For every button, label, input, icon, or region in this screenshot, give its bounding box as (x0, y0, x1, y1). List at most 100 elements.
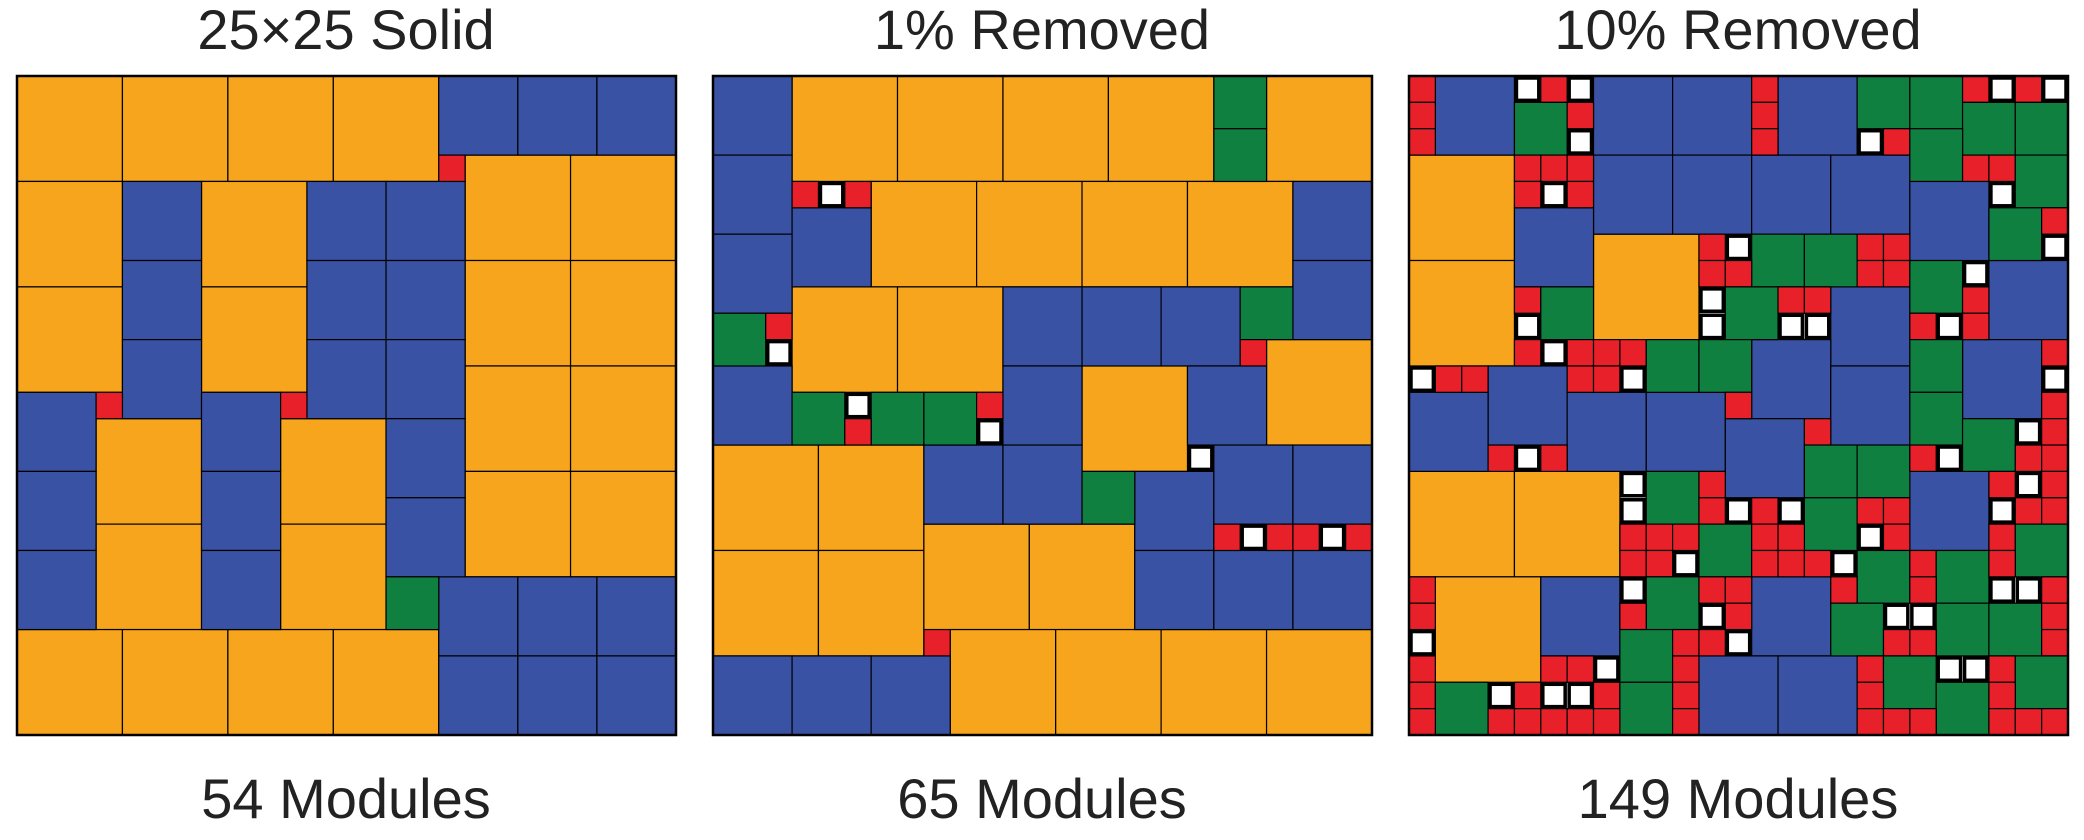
module (1909, 576, 1937, 604)
removed-cell (1514, 313, 1541, 340)
removed-cell (1989, 498, 2016, 524)
removed-cell (1541, 181, 1567, 208)
module (1513, 339, 1542, 367)
module (1988, 207, 2043, 262)
module (1830, 154, 1911, 235)
module (1856, 444, 1911, 499)
module (2041, 602, 2069, 631)
removed-cell (2015, 418, 2042, 445)
removed-cell (1804, 313, 1831, 340)
panel-caption: 65 Modules (897, 767, 1187, 830)
module (1513, 101, 1568, 156)
module (464, 470, 572, 578)
module (1186, 365, 1268, 446)
removed-cell (1409, 366, 1436, 393)
module (1487, 444, 1516, 473)
module (1265, 339, 1373, 446)
module (1909, 470, 1990, 552)
module (1592, 75, 1674, 156)
module (1751, 576, 1832, 657)
panel-title: 10% Removed (1554, 0, 1921, 61)
module (517, 655, 598, 736)
module-panel (15, 74, 678, 737)
module (712, 233, 793, 314)
module (1592, 233, 1700, 341)
module (200, 180, 308, 288)
module (1292, 444, 1373, 525)
module (1856, 655, 1885, 683)
removed-cell (1725, 498, 1752, 524)
module (1408, 259, 1516, 367)
module (200, 470, 282, 552)
module (1081, 365, 1189, 472)
module (200, 391, 282, 473)
module (791, 391, 846, 446)
module (385, 576, 440, 631)
module (1408, 391, 1489, 473)
module (1777, 549, 1806, 578)
module (1724, 286, 1779, 341)
panel-border (15, 74, 678, 737)
module (817, 549, 925, 657)
module (1461, 365, 1489, 393)
module (2041, 339, 2069, 367)
module (2014, 523, 2069, 578)
module (1434, 75, 1516, 156)
module (1408, 101, 1436, 130)
module (1882, 655, 1937, 710)
module (1803, 418, 1832, 446)
module (569, 154, 677, 262)
panel-border (1407, 74, 2070, 737)
module (1724, 576, 1753, 604)
module (1408, 470, 1516, 578)
module (1408, 576, 1436, 604)
module (2041, 628, 2069, 657)
module (1645, 470, 1700, 525)
removed-cell (1319, 524, 1346, 551)
module (1698, 470, 1726, 499)
module (1434, 681, 1489, 736)
module (1698, 628, 1726, 657)
removed-cell (1620, 577, 1646, 603)
module (1619, 628, 1674, 683)
module (1909, 259, 1964, 314)
module (1566, 339, 1595, 367)
module (1107, 75, 1215, 183)
module (1540, 576, 1621, 657)
module (923, 444, 1004, 525)
module (385, 497, 466, 578)
module (765, 312, 793, 341)
module (1803, 286, 1832, 314)
module (385, 339, 466, 420)
panel-border (711, 74, 1374, 737)
module (1292, 523, 1320, 552)
module (1882, 128, 1911, 156)
module (844, 180, 872, 209)
module (1213, 523, 1241, 552)
removed-cell (1620, 366, 1646, 393)
module (1988, 708, 2016, 736)
module (1408, 681, 1436, 710)
module (1645, 523, 1674, 552)
module (1751, 128, 1779, 156)
module (949, 628, 1057, 736)
removed-cell (818, 181, 845, 208)
module (1724, 259, 1753, 288)
module (1751, 339, 1832, 420)
module (1566, 708, 1595, 736)
module (464, 259, 572, 367)
module (1134, 549, 1215, 631)
module (280, 418, 387, 525)
module (1265, 523, 1294, 552)
module (1698, 523, 1753, 578)
module (1882, 523, 1911, 552)
module (1856, 259, 1885, 288)
module (1592, 154, 1674, 235)
module (596, 75, 677, 156)
module (1513, 708, 1542, 736)
panel-caption: 54 Modules (201, 767, 491, 830)
module (1513, 180, 1542, 209)
module (1909, 180, 1990, 262)
module (1961, 101, 2016, 156)
module (1988, 602, 2043, 657)
